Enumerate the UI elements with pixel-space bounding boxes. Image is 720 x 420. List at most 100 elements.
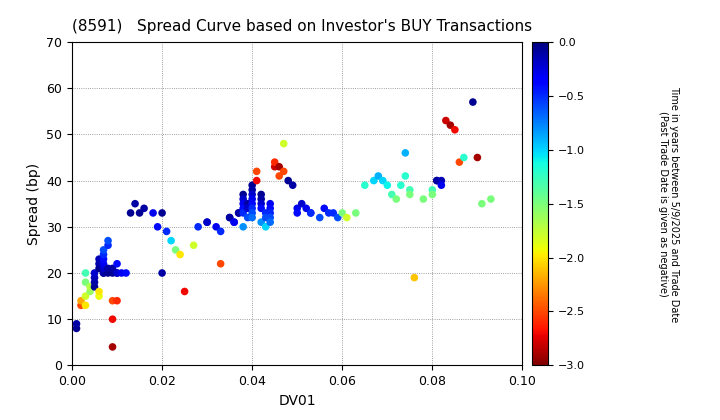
Point (372, 173, 384, 179)
Point (89, 284, 100, 290)
Point (341, 214, 353, 221)
Point (426, 191, 438, 198)
Point (260, 223, 271, 230)
Point (436, 182, 447, 189)
Point (260, 214, 271, 221)
Point (166, 237, 177, 244)
Point (282, 177, 294, 184)
Point (246, 191, 258, 198)
Point (332, 214, 343, 221)
Point (112, 270, 123, 276)
Point (215, 228, 226, 235)
Point (377, 177, 389, 184)
Point (71, 320, 82, 327)
Point (264, 214, 276, 221)
Point (89, 274, 100, 281)
Point (418, 196, 429, 202)
Point (246, 214, 258, 221)
Point (386, 191, 397, 198)
Point (242, 200, 253, 207)
Point (102, 265, 114, 272)
Point (292, 210, 303, 216)
Point (125, 210, 136, 216)
Point (224, 214, 235, 221)
Point (242, 205, 253, 212)
Point (314, 214, 325, 221)
Point (350, 210, 361, 216)
Point (305, 210, 317, 216)
Point (260, 210, 271, 216)
Point (251, 177, 262, 184)
Point (278, 140, 289, 147)
Point (431, 177, 443, 184)
Point (264, 200, 276, 207)
Point (156, 270, 168, 276)
Point (404, 186, 415, 193)
Point (98, 270, 109, 276)
Point (94, 256, 105, 262)
Point (445, 122, 456, 129)
Text: (8591)   Spread Curve based on Investor's BUY Transactions: (8591) Spread Curve based on Investor's … (72, 19, 532, 34)
Point (269, 159, 281, 165)
Point (170, 247, 181, 253)
Point (238, 205, 249, 212)
Point (84, 284, 96, 290)
Point (228, 219, 240, 226)
Point (274, 173, 285, 179)
Point (328, 210, 339, 216)
Point (116, 270, 127, 276)
Point (485, 196, 497, 202)
Point (210, 223, 222, 230)
Point (242, 214, 253, 221)
Point (472, 154, 483, 161)
Point (76, 297, 87, 304)
Point (107, 316, 118, 323)
Point (188, 242, 199, 249)
Point (296, 200, 307, 207)
Point (179, 288, 190, 295)
Point (278, 168, 289, 175)
Point (98, 251, 109, 258)
Point (264, 210, 276, 216)
Point (238, 196, 249, 202)
Point (404, 191, 415, 198)
Point (102, 270, 114, 276)
Point (156, 210, 168, 216)
Point (382, 182, 393, 189)
Point (228, 219, 240, 226)
Point (192, 223, 204, 230)
Point (269, 163, 281, 170)
Point (318, 205, 330, 212)
X-axis label: DV01: DV01 (279, 394, 316, 408)
Point (300, 205, 312, 212)
Point (107, 270, 118, 276)
Point (368, 177, 379, 184)
Point (138, 205, 150, 212)
Point (251, 168, 262, 175)
Point (246, 182, 258, 189)
Point (256, 200, 267, 207)
Point (246, 210, 258, 216)
Point (148, 210, 159, 216)
Point (94, 265, 105, 272)
Point (431, 177, 443, 184)
Point (98, 270, 109, 276)
Point (174, 251, 186, 258)
Point (130, 200, 141, 207)
Point (287, 182, 299, 189)
Point (94, 288, 105, 295)
Point (120, 270, 132, 276)
Point (238, 223, 249, 230)
Point (238, 210, 249, 216)
Point (264, 219, 276, 226)
Point (71, 325, 82, 332)
Point (256, 219, 267, 226)
Point (98, 265, 109, 272)
Point (274, 163, 285, 170)
Point (89, 270, 100, 276)
Point (215, 260, 226, 267)
Point (233, 210, 244, 216)
Point (449, 126, 461, 133)
Y-axis label: Spread (bp): Spread (bp) (27, 163, 41, 245)
Point (107, 344, 118, 350)
